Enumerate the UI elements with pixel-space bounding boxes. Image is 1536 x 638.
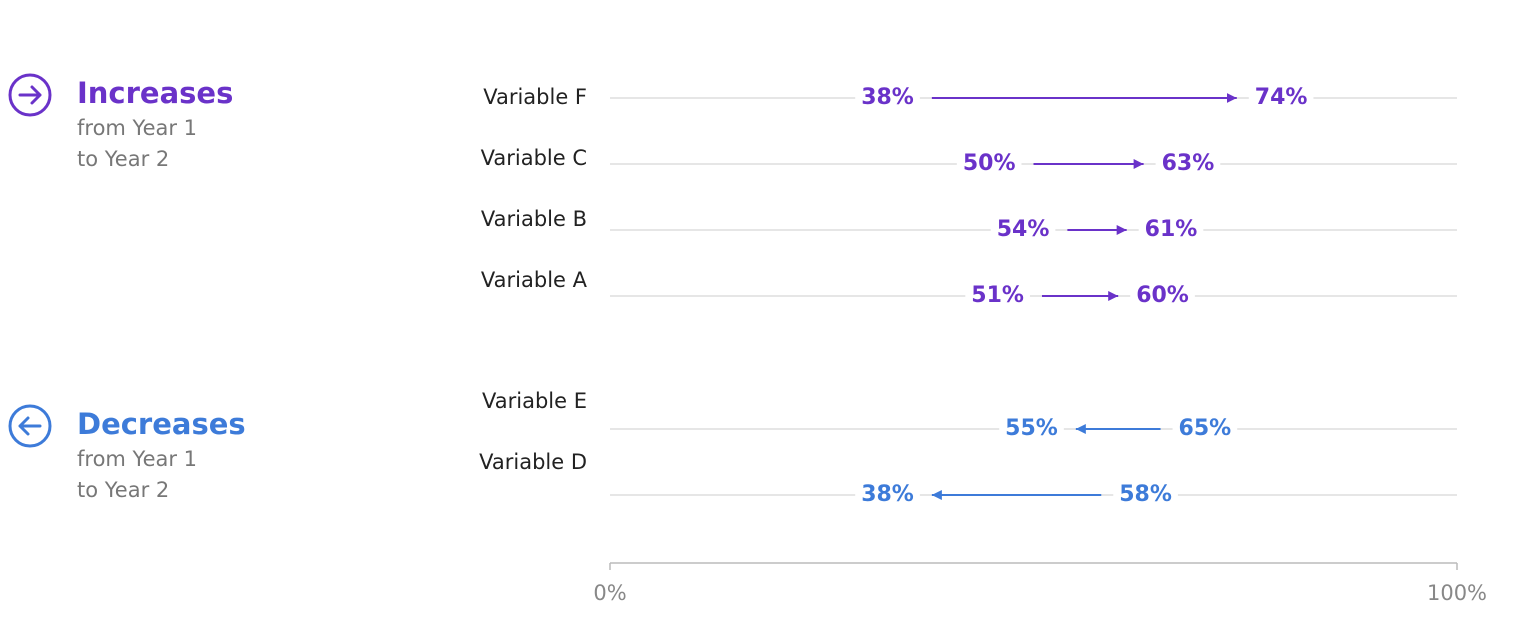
group-icon — [8, 404, 52, 448]
label-bg — [956, 151, 1022, 176]
label-bg — [855, 85, 920, 110]
end-label: 60% — [1136, 283, 1189, 308]
end-label: 55% — [1005, 416, 1058, 441]
group-icon — [8, 73, 52, 117]
category-label: Variable B — [481, 207, 587, 231]
end-label: 74% — [1255, 85, 1308, 110]
category-label: Variable D — [479, 450, 587, 474]
group-subtitle: to Year 2 — [77, 478, 169, 502]
label-bg — [990, 217, 1056, 242]
end-label: 63% — [1162, 151, 1215, 176]
label-bg — [1172, 416, 1238, 441]
group-subtitle: to Year 2 — [77, 147, 169, 171]
category-label: Variable A — [481, 268, 588, 292]
label-bg — [1248, 85, 1314, 110]
start-label: 38% — [861, 85, 914, 110]
start-label: 50% — [963, 151, 1016, 176]
label-bg — [1138, 217, 1204, 242]
group-title: Decreases — [77, 407, 246, 441]
group-icon-arrow — [18, 416, 42, 436]
label-bg — [965, 283, 1030, 308]
start-label: 54% — [997, 217, 1050, 242]
label-bg — [855, 482, 920, 507]
group-title: Increases — [77, 76, 233, 110]
x-tick-label: 100% — [1427, 581, 1487, 605]
label-bg — [1155, 151, 1221, 176]
group-icon-arrow — [18, 85, 42, 105]
category-label: Variable F — [483, 85, 587, 109]
label-bg — [1130, 283, 1195, 308]
category-label: Variable C — [481, 146, 587, 170]
start-label: 65% — [1179, 416, 1232, 441]
label-bg — [999, 416, 1064, 441]
end-label: 38% — [861, 482, 914, 507]
group-subtitle: from Year 1 — [77, 116, 197, 140]
label-bg — [1113, 482, 1178, 507]
group-subtitle: from Year 1 — [77, 447, 197, 471]
category-label: Variable E — [482, 389, 587, 413]
start-label: 51% — [971, 283, 1024, 308]
x-tick-label: 0% — [593, 581, 626, 605]
end-label: 61% — [1145, 217, 1198, 242]
start-label: 58% — [1119, 482, 1172, 507]
